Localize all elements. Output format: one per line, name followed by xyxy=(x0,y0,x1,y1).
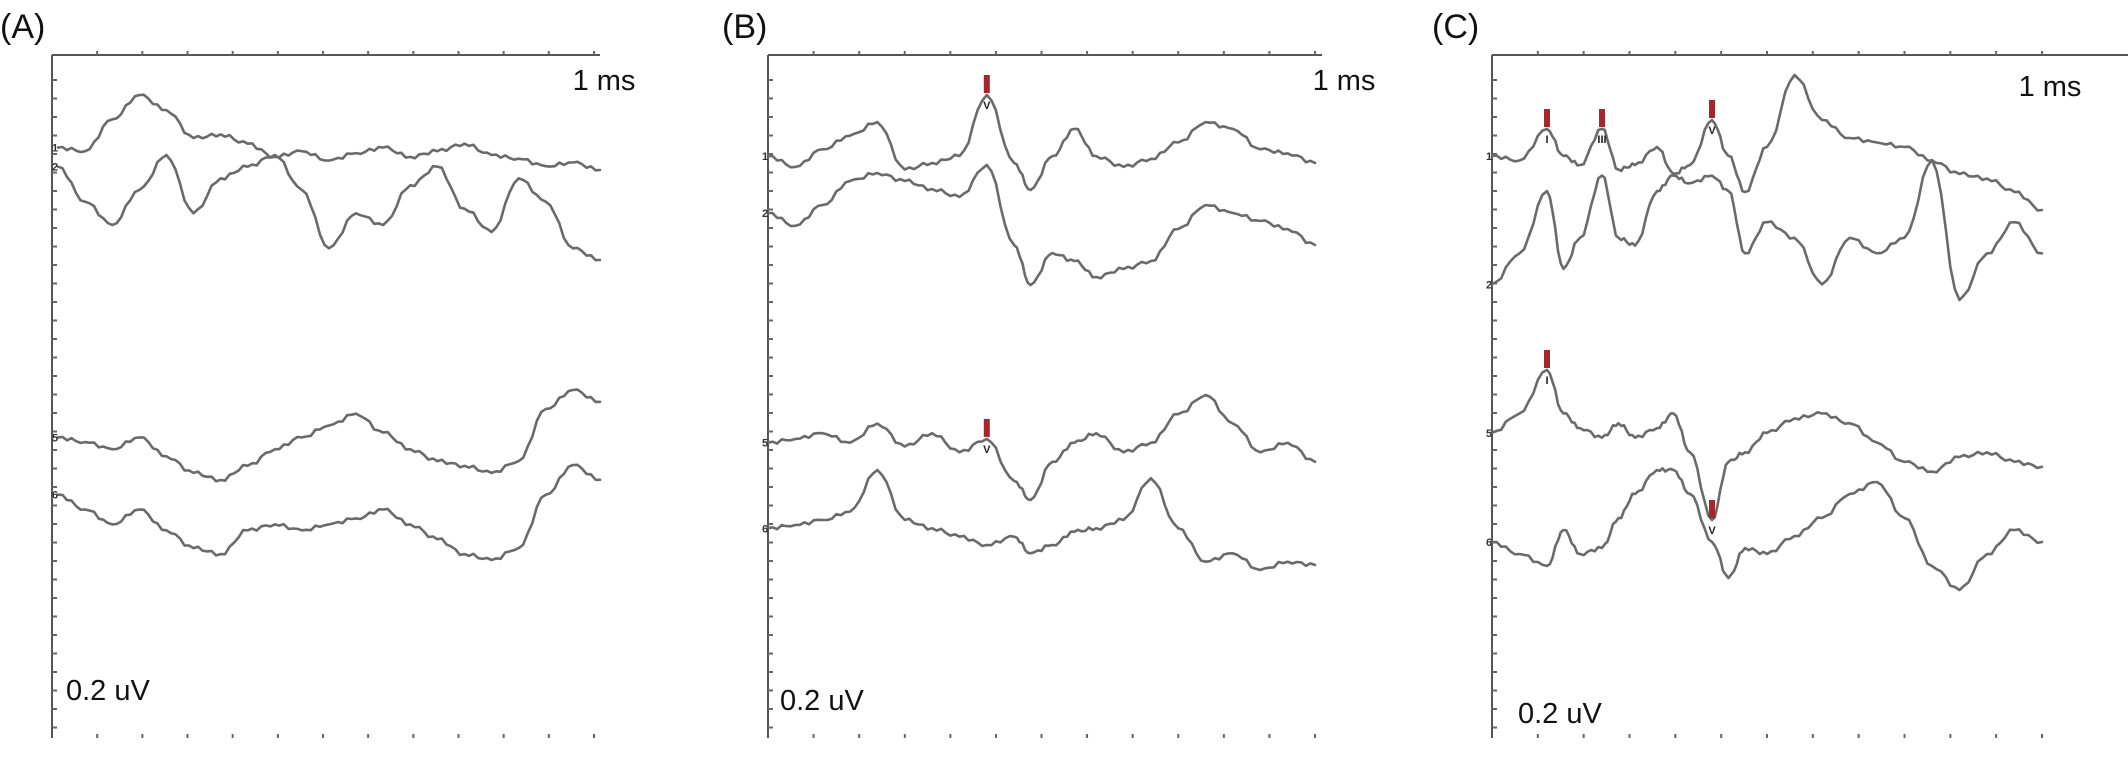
trace-5 xyxy=(1490,368,2044,522)
time-scale-label: 1 ms xyxy=(1313,65,1376,97)
trace-1 xyxy=(1490,73,2044,212)
trace-1 xyxy=(766,93,1317,192)
panel-letter: (C) xyxy=(1432,8,1479,46)
wave-marker xyxy=(1599,109,1605,127)
trace-2 xyxy=(56,153,602,262)
trace-1 xyxy=(56,93,602,172)
panel-a: (A) 1 ms 0.2 uV 1 2 5 6 xyxy=(0,8,635,738)
wave-marker xyxy=(1709,500,1715,518)
wave-marker xyxy=(983,418,990,437)
trace-number: 1 xyxy=(52,143,58,155)
trace-6 xyxy=(766,468,1317,572)
wave-marker-label: I xyxy=(1545,134,1548,146)
amplitude-scale-label: 0.2 uV xyxy=(66,675,150,707)
amplitude-scale-label: 0.2 uV xyxy=(780,685,864,717)
trace-5 xyxy=(766,393,1317,502)
trace-number: 5 xyxy=(1486,428,1492,440)
amplitude-scale-label: 0.2 uV xyxy=(1518,698,1602,730)
panel-letter: (B) xyxy=(722,8,767,46)
trace-6 xyxy=(56,463,602,562)
trace-number: 1 xyxy=(1486,151,1492,163)
trace-number: 5 xyxy=(52,432,58,444)
time-scale-label: 1 ms xyxy=(2019,71,2082,103)
wave-marker xyxy=(1544,350,1550,368)
trace-number: 6 xyxy=(52,490,58,502)
trace-6 xyxy=(1490,467,2044,592)
trace-number: 6 xyxy=(762,523,768,535)
trace-number: 2 xyxy=(52,162,58,174)
wave-marker-label: V xyxy=(983,444,991,456)
wave-marker-label: I xyxy=(1545,375,1548,387)
trace-number: 6 xyxy=(1486,537,1492,549)
wave-marker xyxy=(1709,100,1715,118)
trace-number: 5 xyxy=(762,438,768,450)
trace-number: 2 xyxy=(762,208,768,220)
panel-b: (B) 1 ms 0.2 uV 1 2 5 6 V V xyxy=(722,8,1375,738)
panel-letter: (A) xyxy=(0,8,45,46)
wave-marker-label: V xyxy=(983,100,991,112)
wave-marker-label: V xyxy=(1708,525,1716,537)
trace-number: 2 xyxy=(1486,279,1492,291)
wave-marker xyxy=(983,75,990,93)
trace-number: 1 xyxy=(762,151,768,163)
trace-2 xyxy=(1490,158,2044,302)
trace-5 xyxy=(56,388,602,483)
time-scale-label: 1 ms xyxy=(573,65,636,97)
trace-2 xyxy=(766,163,1317,287)
wave-marker-label: V xyxy=(1708,125,1716,137)
wave-marker-label: III xyxy=(1597,134,1606,146)
wave-marker xyxy=(1544,109,1550,127)
